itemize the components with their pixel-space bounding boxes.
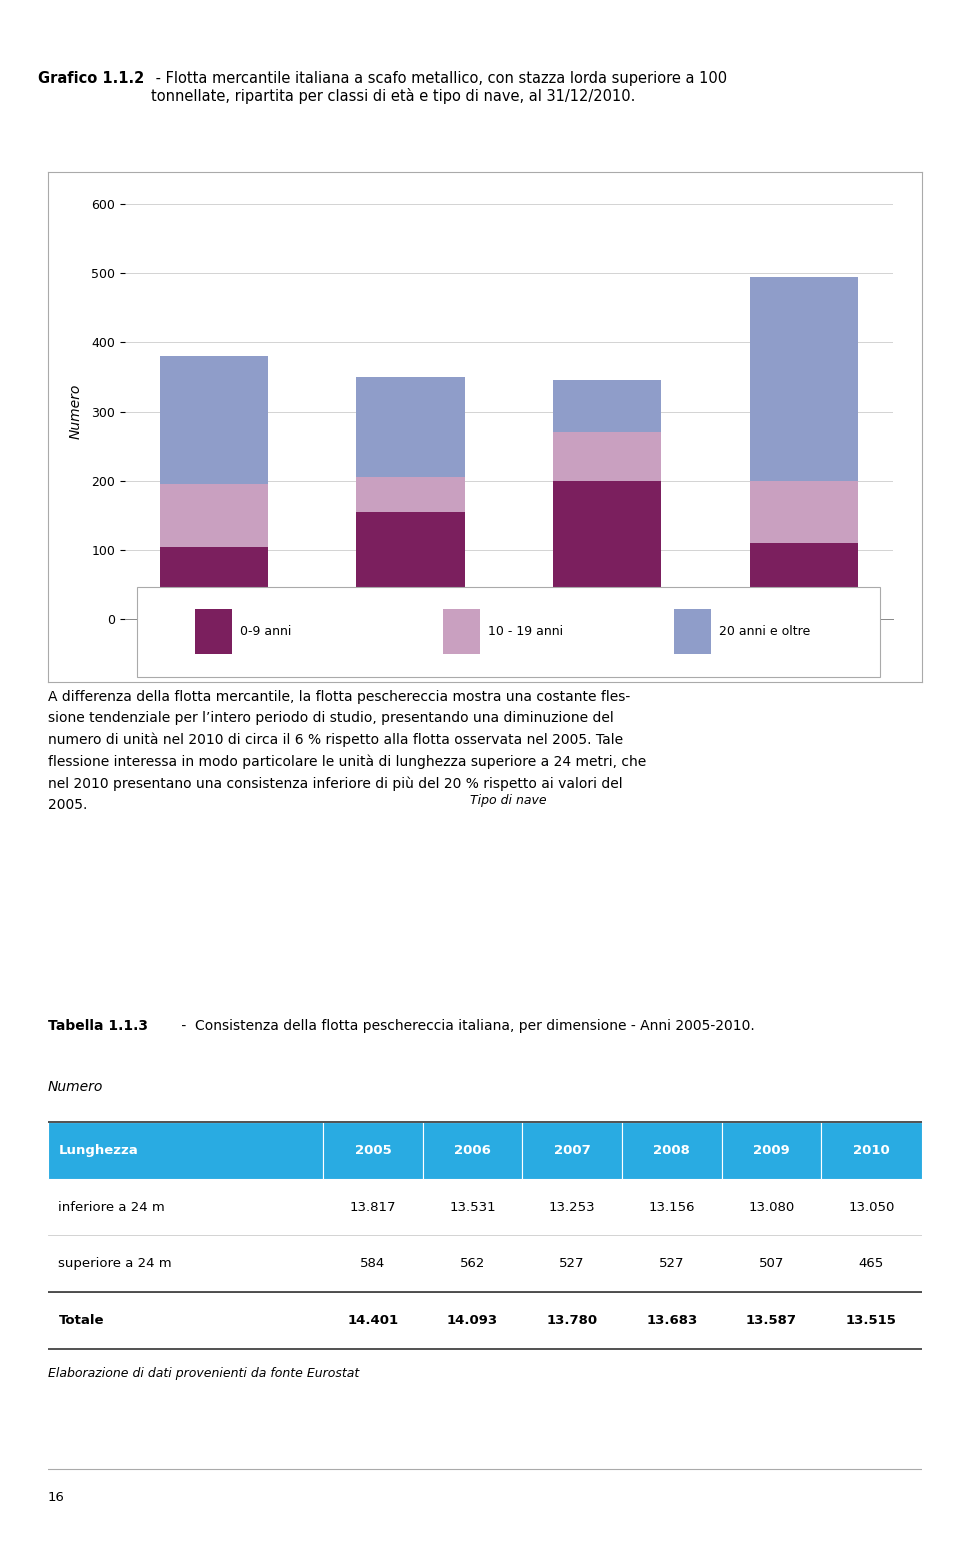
Text: 13.080: 13.080: [748, 1201, 795, 1214]
FancyBboxPatch shape: [622, 1123, 722, 1179]
FancyBboxPatch shape: [443, 608, 480, 654]
Text: 13.817: 13.817: [349, 1201, 396, 1214]
Text: Le cadute dall’alto per l’attività di lavoro marittimo: studio della casistica n: Le cadute dall’alto per l’attività di la…: [12, 22, 658, 33]
Text: 2007: 2007: [554, 1145, 590, 1157]
Text: 13.780: 13.780: [546, 1314, 598, 1327]
FancyBboxPatch shape: [821, 1123, 922, 1179]
Bar: [553, 481, 661, 619]
Text: 14.093: 14.093: [447, 1314, 498, 1327]
Text: inferiore a 24 m: inferiore a 24 m: [59, 1201, 165, 1214]
Bar: [356, 477, 465, 513]
Text: 13.050: 13.050: [849, 1201, 895, 1214]
FancyBboxPatch shape: [324, 1123, 422, 1179]
Text: 584: 584: [360, 1258, 386, 1270]
Text: Tipo di nave: Tipo di nave: [470, 793, 547, 808]
Text: superiore a 24 m: superiore a 24 m: [59, 1258, 172, 1270]
Text: 527: 527: [560, 1258, 585, 1270]
FancyBboxPatch shape: [48, 1123, 324, 1179]
Bar: [750, 276, 858, 481]
Bar: [159, 485, 268, 547]
Y-axis label: Numero: Numero: [69, 384, 83, 439]
Text: 13.515: 13.515: [846, 1314, 897, 1327]
Text: A differenza della flotta mercantile, la flotta peschereccia mostra una costante: A differenza della flotta mercantile, la…: [48, 690, 646, 812]
Bar: [750, 543, 858, 619]
Text: 10 - 19 anni: 10 - 19 anni: [488, 624, 564, 638]
Bar: [553, 381, 661, 433]
FancyBboxPatch shape: [422, 1123, 522, 1179]
Text: Grafico 1.1.2: Grafico 1.1.2: [38, 71, 145, 86]
Text: 0-9 anni: 0-9 anni: [240, 624, 292, 638]
Text: -  Consistenza della flotta peschereccia italiana, per dimensione - Anni 2005-20: - Consistenza della flotta peschereccia …: [178, 1019, 756, 1033]
FancyBboxPatch shape: [674, 608, 711, 654]
Bar: [750, 481, 858, 543]
Text: 2006: 2006: [454, 1145, 491, 1157]
Text: 2008: 2008: [654, 1145, 690, 1157]
Text: 527: 527: [659, 1258, 684, 1270]
FancyBboxPatch shape: [195, 608, 232, 654]
Text: 2010: 2010: [853, 1145, 890, 1157]
Text: 14.401: 14.401: [348, 1314, 398, 1327]
Text: 562: 562: [460, 1258, 485, 1270]
Text: 20 anni e oltre: 20 anni e oltre: [719, 624, 810, 638]
Text: 13.253: 13.253: [549, 1201, 595, 1214]
FancyBboxPatch shape: [137, 588, 880, 677]
Text: Totale: Totale: [59, 1314, 104, 1327]
Text: - Flotta mercantile italiana a scafo metallico, con stazza lorda superiore a 100: - Flotta mercantile italiana a scafo met…: [152, 71, 728, 105]
Text: Numero: Numero: [48, 1080, 104, 1094]
Text: 13.531: 13.531: [449, 1201, 496, 1214]
Bar: [159, 356, 268, 485]
Bar: [356, 376, 465, 477]
Bar: [553, 433, 661, 481]
FancyBboxPatch shape: [522, 1123, 622, 1179]
Text: Elaborazione di dati provenienti da fonte Eurostat: Elaborazione di dati provenienti da font…: [48, 1367, 359, 1380]
Text: 13.683: 13.683: [646, 1314, 697, 1327]
FancyBboxPatch shape: [722, 1123, 821, 1179]
Text: Lunghezza: Lunghezza: [59, 1145, 138, 1157]
Text: Tabella 1.1.3: Tabella 1.1.3: [48, 1019, 148, 1033]
Text: 2009: 2009: [753, 1145, 790, 1157]
Text: 2005: 2005: [354, 1145, 392, 1157]
Bar: [159, 547, 268, 619]
Text: 13.587: 13.587: [746, 1314, 797, 1327]
Text: 16: 16: [48, 1491, 65, 1504]
Text: 507: 507: [758, 1258, 784, 1270]
Text: 465: 465: [859, 1258, 884, 1270]
Bar: [356, 513, 465, 619]
Text: 13.156: 13.156: [649, 1201, 695, 1214]
